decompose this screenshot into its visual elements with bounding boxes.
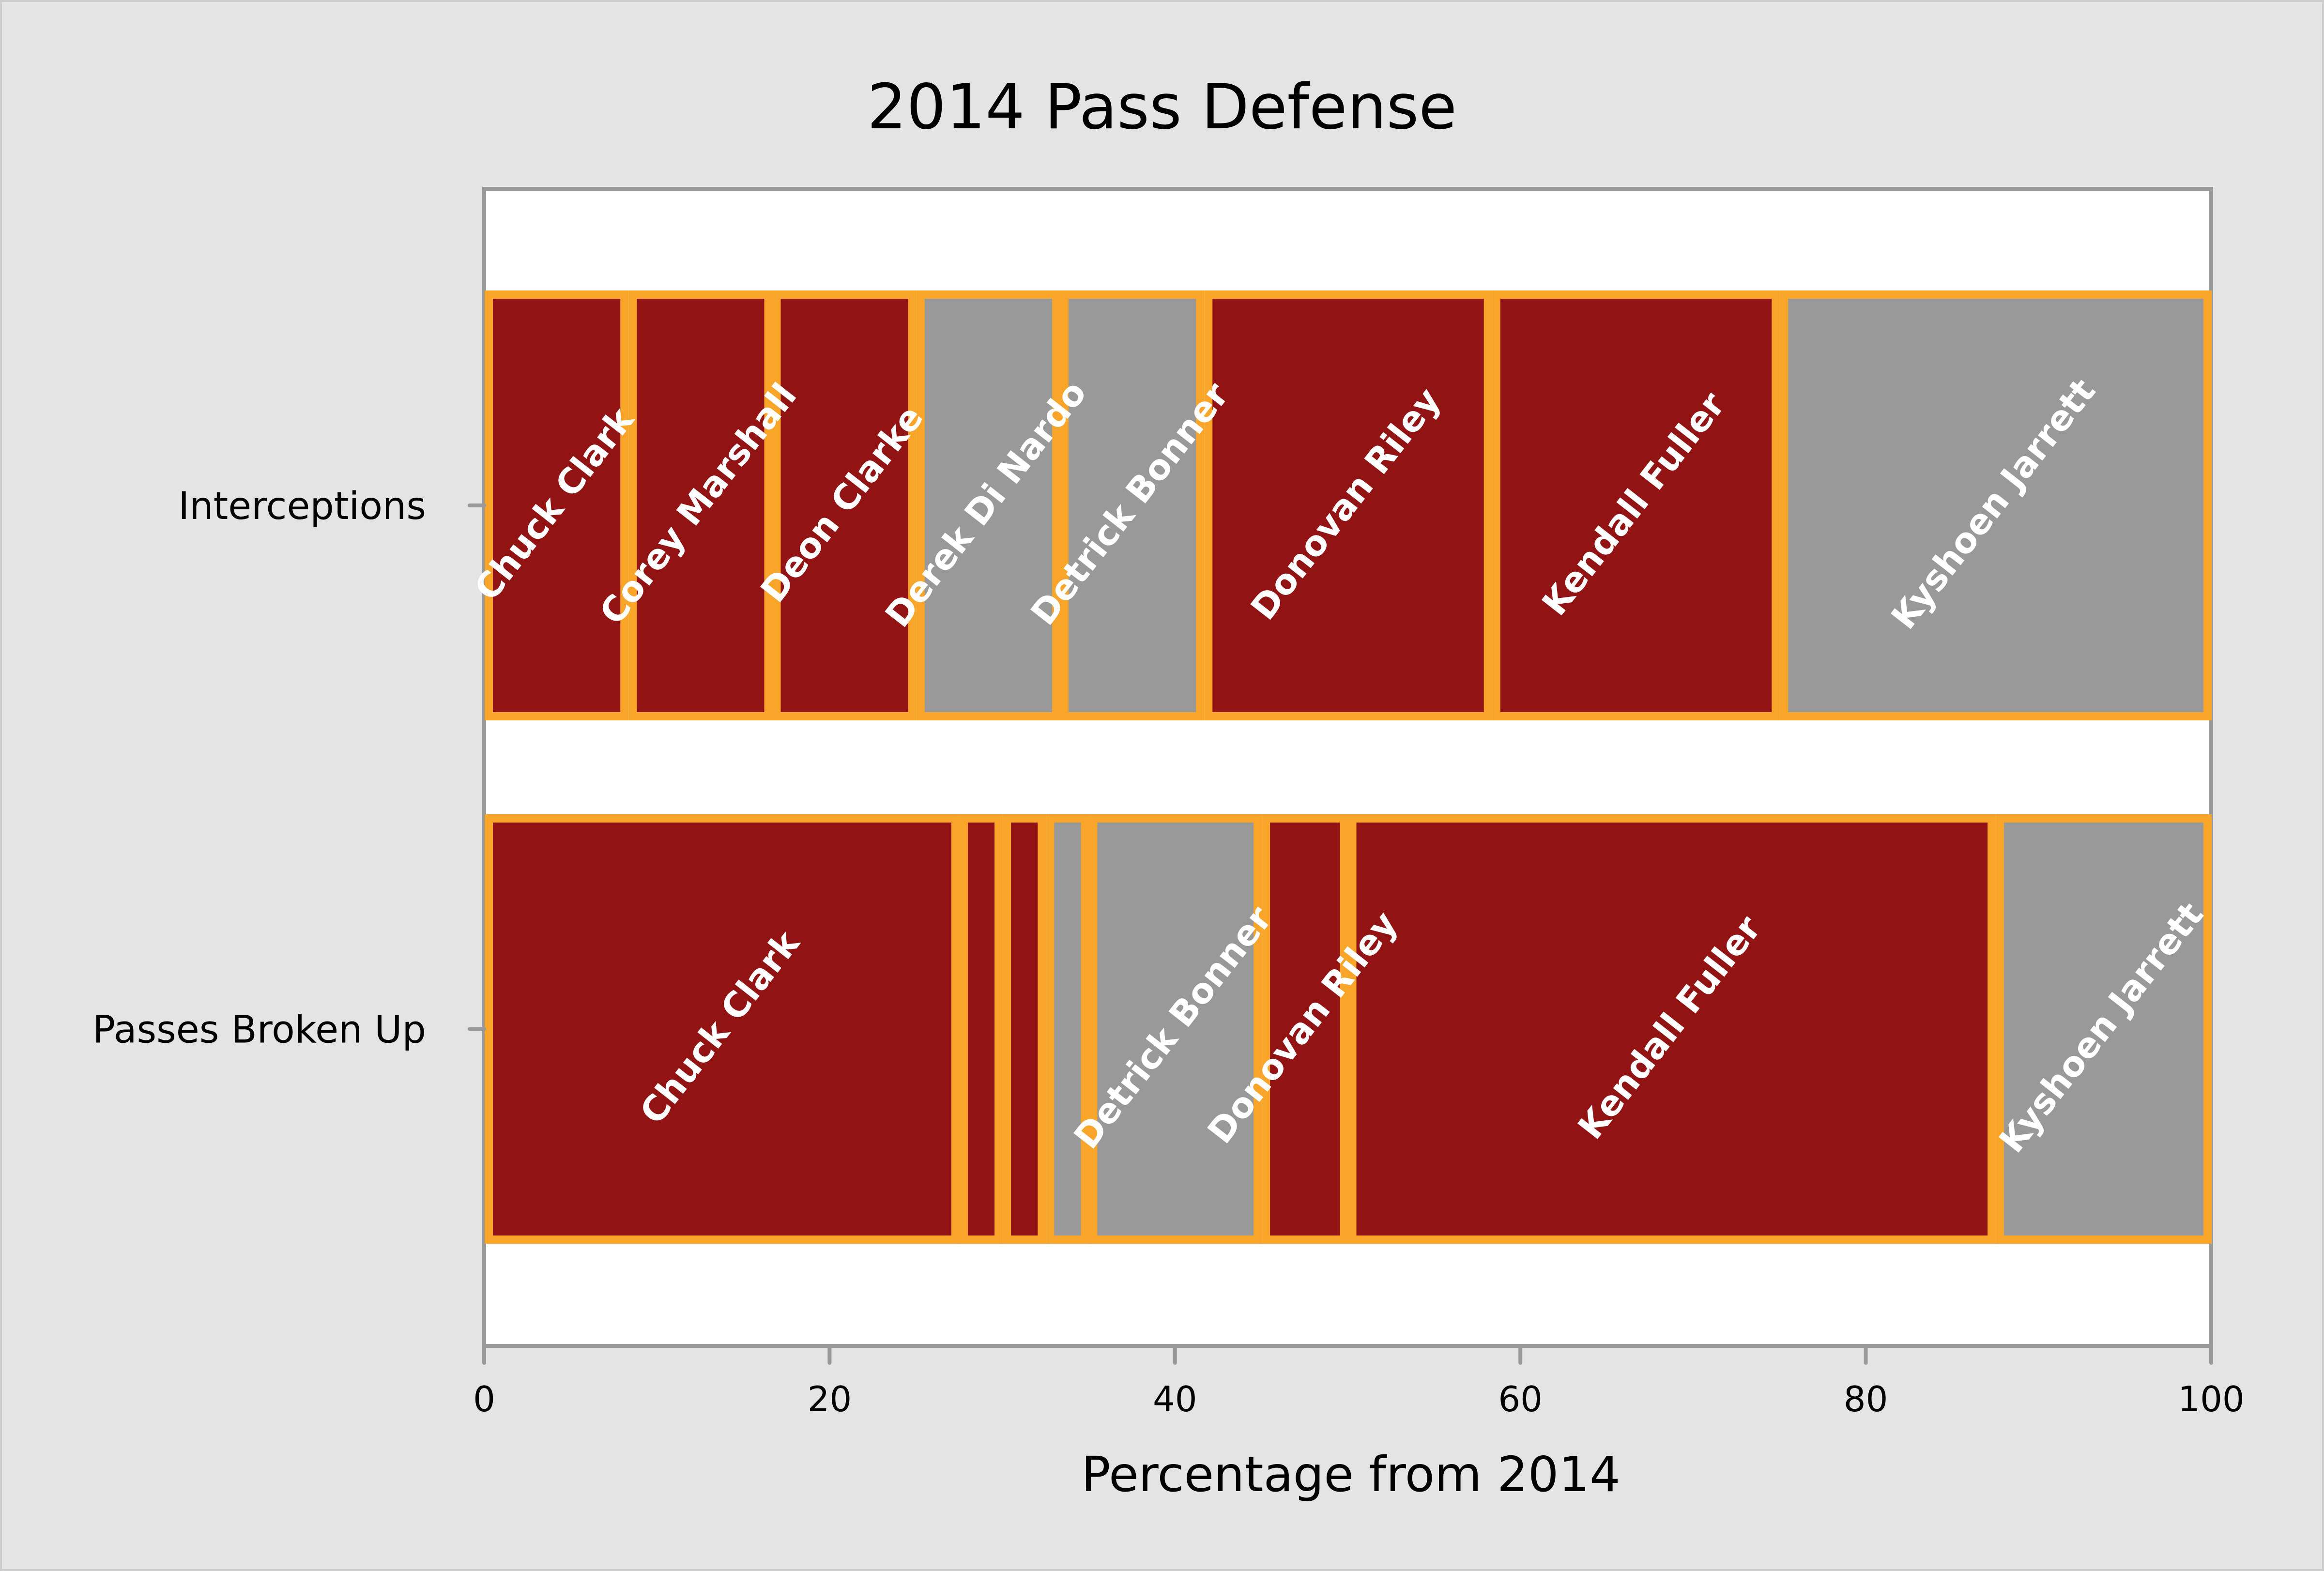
chart-title: 2014 Pass Defense xyxy=(867,71,1457,143)
x-tick-label-0: 0 xyxy=(473,1379,495,1419)
bar-segment-passes-broken-up-chuck-clark xyxy=(485,814,960,1244)
x-tick-label-100: 100 xyxy=(2178,1379,2244,1419)
x-axis-title: Percentage from 2014 xyxy=(1081,1446,1620,1503)
y-tick-label-interceptions: Interceptions xyxy=(178,485,426,528)
bar-segment-interceptions-corey-marshall xyxy=(628,290,773,720)
y-axis: Interceptions Passes Broken Up xyxy=(92,485,486,1052)
x-tick-label-80: 80 xyxy=(1844,1379,1888,1419)
x-tick-label-60: 60 xyxy=(1498,1379,1543,1419)
bar-segment-interceptions-donovan-riley xyxy=(1204,290,1492,720)
bar-segment-interceptions-deon-clarke xyxy=(772,290,917,720)
bar-segment-passes-broken-up-donovan-riley xyxy=(1262,814,1348,1244)
x-tick-label-40: 40 xyxy=(1153,1379,1197,1419)
bar-segment-interceptions-kendall-fuller xyxy=(1492,290,1780,720)
x-tick-label-20: 20 xyxy=(808,1379,852,1419)
bars-group xyxy=(485,290,2212,1244)
bar-segment-interceptions-detrick-bonner xyxy=(1060,290,1205,720)
bar-segment-interceptions-derek-di-nardo xyxy=(916,290,1060,720)
bar-segment-passes-broken-up-deon-clarke xyxy=(1003,814,1046,1244)
y-tick-label-passes-broken-up: Passes Broken Up xyxy=(92,1008,426,1052)
x-axis: 0 20 40 60 80 100 xyxy=(473,1344,2245,1419)
bar-segment-passes-broken-up-corey-marshall xyxy=(959,814,1003,1244)
bar-segment-passes-broken-up-kendall-fuller xyxy=(1348,814,1996,1244)
bar-segment-passes-broken-up-detrick-bonner xyxy=(1089,814,1262,1244)
bar-segment-interceptions-chuck-clark xyxy=(485,290,629,720)
bar-segment-passes-broken-up-kyshoen-jarrett xyxy=(1996,814,2212,1244)
bar-segment-passes-broken-up-derek-di-nardo xyxy=(1046,814,1089,1244)
bar-segment-interceptions-kyshoen-jarrett xyxy=(1780,290,2212,720)
